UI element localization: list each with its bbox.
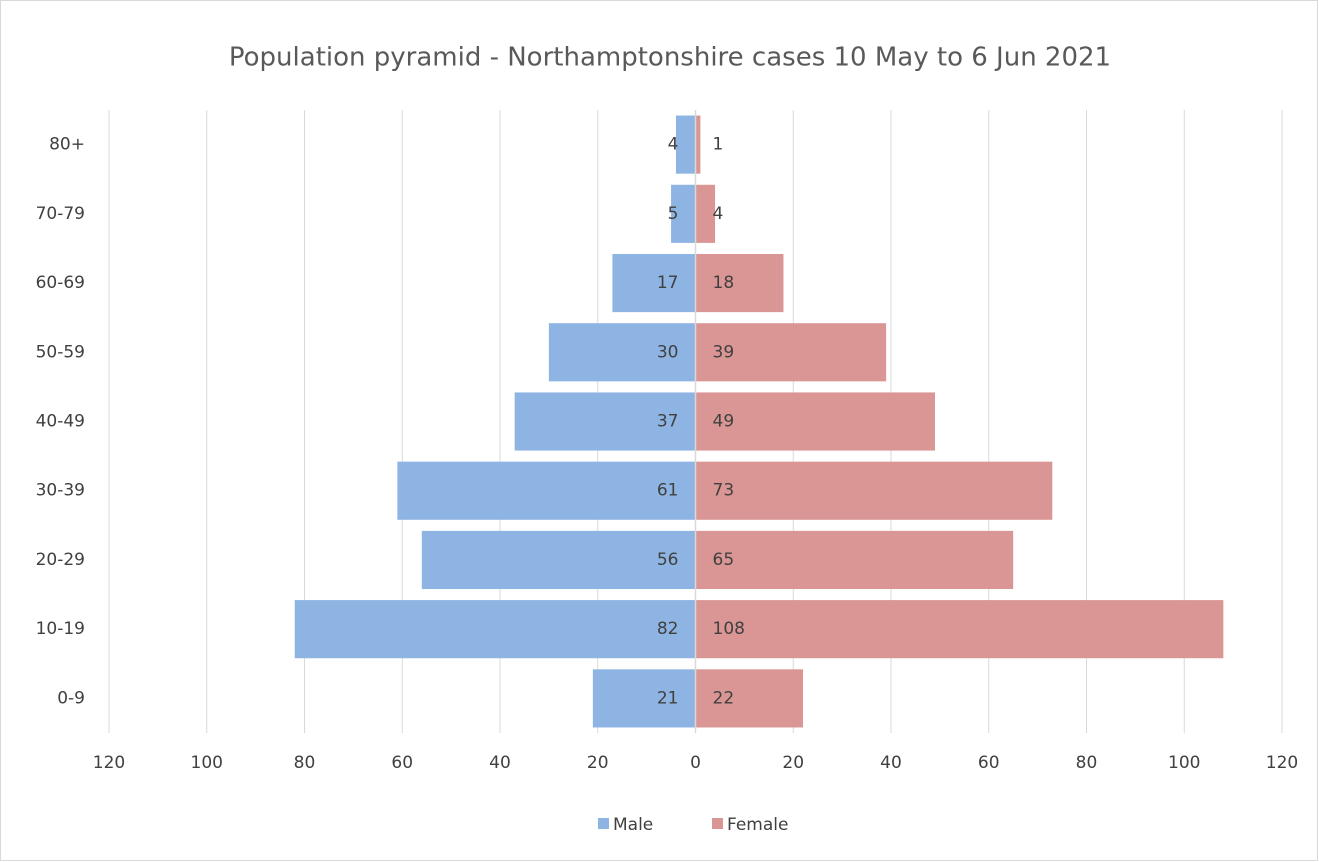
x-tick-label: 80	[1076, 753, 1098, 773]
x-tick-label: 20	[782, 753, 804, 773]
data-label: 22	[713, 688, 735, 708]
bar	[612, 253, 696, 313]
bar	[695, 184, 716, 243]
y-tick-label: 0-9	[57, 688, 85, 708]
x-tick-label: 60	[978, 753, 1000, 773]
bar	[695, 115, 701, 174]
chart-title: Population pyramid - Northamptonshire ca…	[229, 43, 1111, 73]
y-tick-label: 60-69	[36, 273, 85, 293]
bar	[695, 392, 935, 451]
data-label: 4	[668, 135, 679, 155]
bar	[548, 323, 696, 382]
data-label: 5	[668, 204, 679, 224]
x-tick-label: 0	[690, 753, 701, 773]
bar	[695, 323, 887, 382]
x-tick-label: 100	[191, 753, 223, 773]
bar	[675, 115, 696, 174]
data-label: 18	[713, 273, 735, 293]
y-tick-label: 30-39	[36, 481, 85, 501]
data-label: 4	[713, 204, 724, 224]
bar	[671, 184, 696, 243]
legend-label: Female	[727, 815, 788, 835]
bar	[592, 669, 696, 728]
y-tick-label: 80+	[49, 135, 85, 155]
bar	[421, 530, 696, 590]
data-label: 108	[713, 619, 745, 639]
data-label: 1	[713, 135, 724, 155]
bar	[397, 461, 696, 520]
data-label: 17	[657, 273, 679, 293]
x-tick-label: 60	[391, 753, 413, 773]
legend-swatch	[598, 818, 609, 829]
bar	[695, 530, 1014, 590]
x-tick-label: 120	[1266, 753, 1298, 773]
y-tick-label: 50-59	[36, 342, 85, 362]
x-tick-label: 20	[587, 753, 609, 773]
x-tick-label: 40	[489, 753, 511, 773]
data-label: 21	[657, 688, 679, 708]
data-label: 82	[657, 619, 679, 639]
x-tick-label: 100	[1168, 753, 1200, 773]
data-label: 61	[657, 481, 679, 501]
legend-swatch	[712, 818, 723, 829]
bar	[695, 461, 1053, 520]
y-tick-label: 40-49	[36, 412, 85, 432]
data-label: 39	[713, 342, 735, 362]
data-label: 37	[657, 412, 679, 432]
data-label: 73	[713, 481, 735, 501]
bar	[695, 669, 804, 728]
data-label: 30	[657, 342, 679, 362]
data-label: 56	[657, 550, 679, 570]
bar	[514, 392, 696, 451]
bar	[695, 253, 784, 313]
y-tick-label: 20-29	[36, 550, 85, 570]
data-label: 65	[713, 550, 735, 570]
bar	[294, 600, 696, 659]
legend-label: Male	[613, 815, 653, 835]
y-tick-label: 10-19	[36, 619, 85, 639]
bar	[695, 600, 1224, 659]
x-tick-label: 40	[880, 753, 902, 773]
y-tick-label: 70-79	[36, 204, 85, 224]
data-label: 49	[713, 412, 735, 432]
x-tick-label: 120	[93, 753, 125, 773]
x-tick-label: 80	[294, 753, 316, 773]
